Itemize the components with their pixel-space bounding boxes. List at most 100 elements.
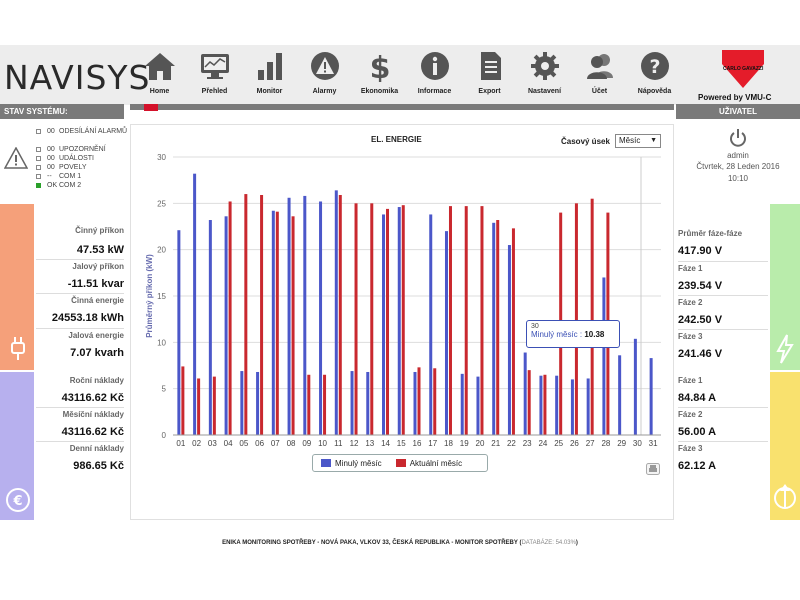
x-tick-label: 23 bbox=[523, 439, 532, 448]
x-tick-label: 14 bbox=[381, 439, 390, 448]
status-indicator bbox=[36, 183, 41, 188]
nav-label: Nápověda bbox=[637, 88, 672, 95]
reactive-power-label: Jalový příkon bbox=[72, 262, 124, 271]
nav-label: Alarmy bbox=[312, 88, 337, 95]
avg-phase-voltage-value: 417.90 V bbox=[678, 245, 723, 257]
bar-previous-month bbox=[350, 371, 354, 435]
bar-previous-month bbox=[507, 245, 511, 435]
status-row: 00 ODESÍLÁNÍ ALARMŮ bbox=[36, 128, 129, 136]
divider bbox=[36, 293, 124, 294]
bar-current-month bbox=[527, 370, 531, 435]
chart-tab-marker[interactable] bbox=[144, 104, 158, 111]
document-icon bbox=[480, 52, 501, 80]
chart-top-bar bbox=[130, 104, 674, 110]
x-tick-label: 31 bbox=[649, 439, 658, 448]
user-panel: admin Čtvrtek, 28 Leden 2016 10:10 bbox=[676, 122, 800, 202]
warning-triangle-icon bbox=[4, 147, 28, 169]
bar-current-month bbox=[228, 201, 232, 435]
divider bbox=[36, 407, 124, 408]
bar-current-month bbox=[323, 374, 327, 435]
bar-current-month bbox=[197, 378, 201, 435]
x-tick-label: 12 bbox=[350, 439, 359, 448]
energy-chart-panel: EL. ENERGIE Časový úsek Měsíc ▼ 0 5 10 15 20… bbox=[130, 124, 674, 520]
bar-current-month bbox=[386, 208, 390, 435]
nav-label: Přehled bbox=[201, 88, 228, 95]
bar-previous-month bbox=[366, 371, 370, 435]
user-title: UŽIVATEL bbox=[676, 104, 800, 119]
bar-previous-month bbox=[382, 214, 386, 435]
phase1-voltage-label: Fáze 1 bbox=[678, 264, 703, 273]
legend-swatch-previous bbox=[321, 459, 331, 467]
bar-current-month bbox=[275, 211, 279, 435]
bar-previous-month bbox=[460, 373, 464, 435]
info-icon bbox=[420, 52, 449, 80]
period-select[interactable]: Měsíc ▼ bbox=[615, 134, 661, 148]
y-tick-label: 0 bbox=[162, 431, 167, 440]
bar-previous-month bbox=[570, 379, 574, 435]
legend-item-current[interactable]: Aktuální měsíc bbox=[409, 458, 463, 468]
status-indicator bbox=[36, 147, 41, 152]
divider bbox=[36, 328, 124, 329]
nav-label: Ekonomika bbox=[360, 88, 399, 95]
power-icon[interactable] bbox=[728, 128, 748, 148]
bar-previous-month bbox=[271, 210, 275, 435]
nav-export[interactable]: Export bbox=[462, 50, 517, 102]
bar-current-month bbox=[401, 205, 405, 435]
tooltip-value: 10.38 bbox=[584, 330, 605, 339]
bar-previous-month bbox=[224, 216, 228, 435]
y-tick-label: 20 bbox=[157, 246, 166, 255]
print-icon[interactable] bbox=[646, 463, 660, 475]
nav-ekonomika[interactable]: $ Ekonomika bbox=[352, 50, 407, 102]
phase1-current-label: Fáze 1 bbox=[678, 376, 703, 385]
bar-current-month bbox=[181, 366, 185, 435]
nav-home[interactable]: Home bbox=[132, 50, 187, 102]
divider bbox=[678, 261, 768, 262]
footer: ENIKA MONITORING SPOTŘEBY - NOVÁ PAKA, V… bbox=[0, 540, 800, 546]
y-tick-label: 25 bbox=[157, 199, 166, 208]
bar-previous-month bbox=[397, 207, 401, 435]
nav-informace[interactable]: Informace bbox=[407, 50, 462, 102]
nav-label: Informace bbox=[417, 88, 452, 95]
bar-previous-month bbox=[193, 173, 197, 435]
lightning-icon bbox=[776, 334, 794, 364]
bar-previous-month bbox=[256, 371, 260, 435]
bar-current-month bbox=[370, 203, 374, 435]
x-tick-label: 01 bbox=[176, 439, 185, 448]
phase1-current-value: 84.84 A bbox=[678, 392, 717, 404]
legend-item-previous[interactable]: Minulý měsíc bbox=[335, 458, 382, 468]
x-tick-label: 08 bbox=[287, 439, 296, 448]
x-tick-label: 11 bbox=[334, 439, 343, 448]
period-select-value: Měsíc bbox=[619, 136, 641, 145]
x-tick-label: 13 bbox=[365, 439, 374, 448]
period-label: Časový úsek bbox=[561, 137, 610, 146]
bar-previous-month bbox=[444, 231, 448, 435]
chart-tooltip: 30 Minulý měsíc : 10.38 bbox=[526, 320, 620, 348]
divider bbox=[678, 295, 768, 296]
nav-ucet[interactable]: Účet bbox=[572, 50, 627, 102]
yearly-cost-label: Roční náklady bbox=[69, 376, 124, 385]
nav-alarmy[interactable]: Alarmy bbox=[297, 50, 352, 102]
nav-prehled[interactable]: Přehled bbox=[187, 50, 242, 102]
help-icon: ? bbox=[640, 52, 669, 80]
bar-previous-month bbox=[492, 222, 496, 435]
bar-previous-month bbox=[334, 190, 338, 435]
nav-nastaveni[interactable]: Nastavení bbox=[517, 50, 572, 102]
footer-db-usage: DATABÁZE: 54.03% bbox=[521, 540, 576, 546]
divider bbox=[36, 259, 124, 260]
bar-current-month bbox=[338, 194, 342, 435]
bar-current-month bbox=[291, 216, 295, 435]
x-tick-label: 30 bbox=[633, 439, 642, 448]
bar-current-month bbox=[590, 198, 594, 435]
users-icon bbox=[586, 54, 613, 79]
warning-icon bbox=[310, 52, 339, 80]
voltage-panel-stripe bbox=[770, 204, 800, 370]
nav-monitor[interactable]: Monitor bbox=[242, 50, 297, 102]
dropdown-arrow-icon: ▼ bbox=[650, 137, 657, 144]
footer-text: ENIKA MONITORING SPOTŘEBY - NOVÁ PAKA, V… bbox=[222, 540, 522, 546]
navisys-logo[interactable]: NAVISYS bbox=[4, 58, 151, 97]
nav-napoveda[interactable]: ? Nápověda bbox=[627, 50, 682, 102]
system-status-panel: 00 ODESÍLÁNÍ ALARMŮ 00 UPOZORNĚNÍ 00 UDÁLOS… bbox=[0, 122, 127, 202]
status-row: 00 UDÁLOSTI bbox=[36, 155, 129, 163]
x-tick-label: 10 bbox=[318, 439, 327, 448]
